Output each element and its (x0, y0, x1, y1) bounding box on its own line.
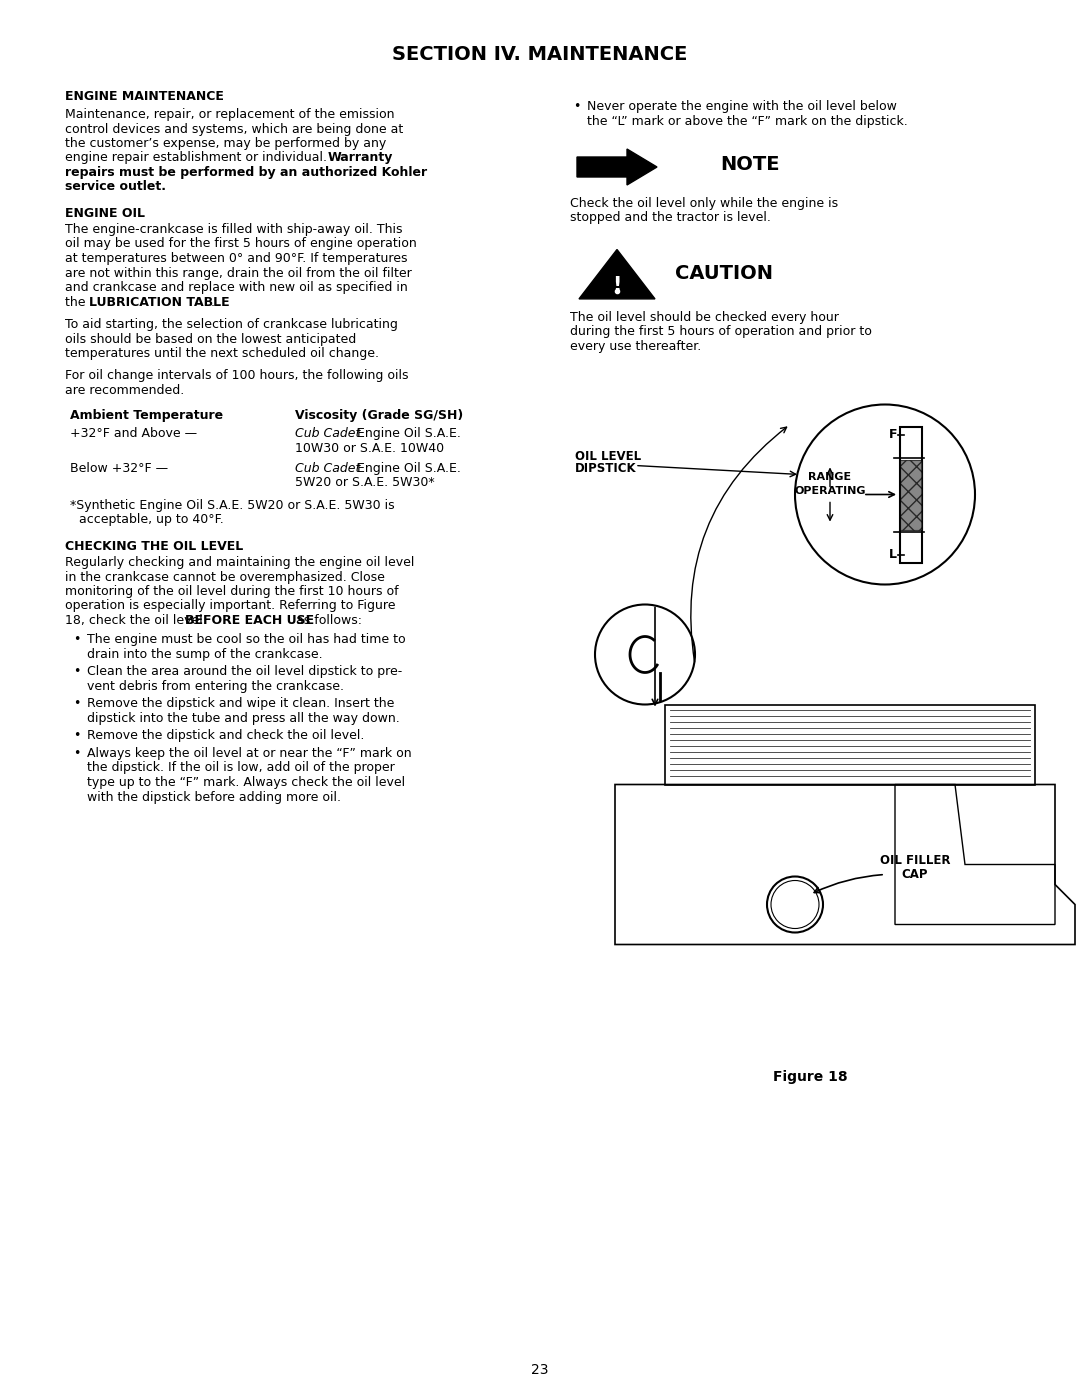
Text: repairs must be performed by an authorized Kohler: repairs must be performed by an authoriz… (65, 166, 427, 179)
Text: 23: 23 (531, 1363, 549, 1377)
Text: acceptable, up to 40°F.: acceptable, up to 40°F. (79, 514, 224, 527)
Text: every use thereafter.: every use thereafter. (570, 339, 701, 353)
Text: Check the oil level only while the engine is: Check the oil level only while the engin… (570, 197, 838, 210)
Text: ENGINE MAINTENANCE: ENGINE MAINTENANCE (65, 89, 224, 103)
Text: in the crankcase cannot be overemphasized. Close: in the crankcase cannot be overemphasize… (65, 570, 384, 584)
Text: Clean the area around the oil level dipstick to pre-: Clean the area around the oil level dips… (87, 665, 402, 679)
Text: at temperatures between 0° and 90°F. If temperatures: at temperatures between 0° and 90°F. If … (65, 251, 407, 265)
Text: •: • (73, 729, 80, 742)
Polygon shape (900, 460, 922, 529)
Text: vent debris from entering the crankcase.: vent debris from entering the crankcase. (87, 680, 345, 693)
Text: L: L (889, 548, 897, 562)
Text: 5W20 or S.A.E. 5W30*: 5W20 or S.A.E. 5W30* (295, 476, 434, 489)
Text: The oil level should be checked every hour: The oil level should be checked every ho… (570, 312, 839, 324)
Text: *Synthetic Engine Oil S.A.E. 5W20 or S.A.E. 5W30 is: *Synthetic Engine Oil S.A.E. 5W20 or S.A… (70, 499, 394, 511)
Text: Remove the dipstick and check the oil level.: Remove the dipstick and check the oil le… (87, 729, 364, 742)
Text: 10W30 or S.A.E. 10W40: 10W30 or S.A.E. 10W40 (295, 441, 444, 454)
Text: as follows:: as follows: (292, 615, 362, 627)
Text: Engine Oil S.A.E.: Engine Oil S.A.E. (353, 427, 461, 440)
Text: •: • (73, 747, 80, 760)
Text: are recommended.: are recommended. (65, 384, 185, 397)
Text: engine repair establishment or individual.: engine repair establishment or individua… (65, 151, 330, 165)
Text: the dipstick. If the oil is low, add oil of the proper: the dipstick. If the oil is low, add oil… (87, 761, 395, 774)
Polygon shape (900, 426, 922, 563)
Text: the: the (65, 296, 90, 309)
Text: +32°F and Above —: +32°F and Above — (70, 427, 198, 440)
Text: 18, check the oil level: 18, check the oil level (65, 615, 206, 627)
Polygon shape (665, 704, 1035, 785)
Text: CAUTION: CAUTION (675, 264, 773, 284)
Text: Cub Cadet: Cub Cadet (295, 462, 361, 475)
Text: Below +32°F —: Below +32°F — (70, 462, 168, 475)
Text: during the first 5 hours of operation and prior to: during the first 5 hours of operation an… (570, 326, 872, 338)
Text: Cub Cadet: Cub Cadet (295, 427, 361, 440)
Text: NOTE: NOTE (720, 155, 780, 175)
Text: and crankcase and replace with new oil as specified in: and crankcase and replace with new oil a… (65, 281, 408, 293)
Text: Engine Oil S.A.E.: Engine Oil S.A.E. (353, 462, 461, 475)
Text: For oil change intervals of 100 hours, the following oils: For oil change intervals of 100 hours, t… (65, 369, 408, 383)
Text: OIL LEVEL: OIL LEVEL (575, 450, 642, 462)
Text: Remove the dipstick and wipe it clean. Insert the: Remove the dipstick and wipe it clean. I… (87, 697, 394, 711)
Text: stopped and the tractor is level.: stopped and the tractor is level. (570, 211, 771, 225)
Text: F: F (889, 427, 897, 441)
Text: are not within this range, drain the oil from the oil filter: are not within this range, drain the oil… (65, 267, 411, 279)
Text: Always keep the oil level at or near the “F” mark on: Always keep the oil level at or near the… (87, 747, 411, 760)
Text: •: • (73, 665, 80, 679)
Text: .: . (211, 296, 215, 309)
Text: operation is especially important. Referring to Figure: operation is especially important. Refer… (65, 599, 395, 612)
Text: Warranty: Warranty (328, 151, 393, 165)
Text: !: ! (612, 277, 622, 296)
Text: CAP: CAP (902, 868, 928, 880)
Text: LUBRICATION TABLE: LUBRICATION TABLE (89, 296, 230, 309)
Text: Never operate the engine with the oil level below: Never operate the engine with the oil le… (588, 101, 896, 113)
Text: Maintenance, repair, or replacement of the emission: Maintenance, repair, or replacement of t… (65, 108, 394, 122)
Text: •: • (73, 633, 80, 647)
Text: oils should be based on the lowest anticipated: oils should be based on the lowest antic… (65, 332, 356, 345)
Text: •: • (573, 101, 580, 113)
Text: drain into the sump of the crankcase.: drain into the sump of the crankcase. (87, 648, 323, 661)
Text: Viscosity (Grade SG/SH): Viscosity (Grade SG/SH) (295, 408, 463, 422)
Text: OPERATING: OPERATING (794, 486, 866, 496)
Text: ENGINE OIL: ENGINE OIL (65, 207, 145, 219)
Text: the customer’s expense, may be performed by any: the customer’s expense, may be performed… (65, 137, 387, 149)
Text: monitoring of the oil level during the first 10 hours of: monitoring of the oil level during the f… (65, 585, 399, 598)
Text: BEFORE EACH USE: BEFORE EACH USE (185, 615, 314, 627)
Text: temperatures until the next scheduled oil change.: temperatures until the next scheduled oi… (65, 346, 379, 360)
Text: To aid starting, the selection of crankcase lubricating: To aid starting, the selection of crankc… (65, 319, 397, 331)
Text: dipstick into the tube and press all the way down.: dipstick into the tube and press all the… (87, 712, 400, 725)
Text: oil may be used for the first 5 hours of engine operation: oil may be used for the first 5 hours of… (65, 237, 417, 250)
Text: DIPSTICK: DIPSTICK (575, 461, 636, 475)
Text: service outlet.: service outlet. (65, 180, 166, 194)
Text: Ambient Temperature: Ambient Temperature (70, 408, 224, 422)
Polygon shape (577, 149, 657, 184)
Text: the “L” mark or above the “F” mark on the dipstick.: the “L” mark or above the “F” mark on th… (588, 115, 908, 127)
Text: with the dipstick before adding more oil.: with the dipstick before adding more oil… (87, 791, 341, 803)
Text: type up to the “F” mark. Always check the oil level: type up to the “F” mark. Always check th… (87, 775, 405, 789)
Text: OIL FILLER: OIL FILLER (880, 855, 950, 868)
Text: The engine must be cool so the oil has had time to: The engine must be cool so the oil has h… (87, 633, 406, 647)
Text: The engine-crankcase is filled with ship-away oil. This: The engine-crankcase is filled with ship… (65, 224, 403, 236)
Text: SECTION IV. MAINTENANCE: SECTION IV. MAINTENANCE (392, 46, 688, 64)
Text: •: • (73, 697, 80, 711)
Text: CHECKING THE OIL LEVEL: CHECKING THE OIL LEVEL (65, 541, 243, 553)
Text: Figure 18: Figure 18 (772, 1070, 848, 1084)
Text: RANGE: RANGE (809, 472, 851, 482)
Text: control devices and systems, which are being done at: control devices and systems, which are b… (65, 123, 403, 136)
Text: Regularly checking and maintaining the engine oil level: Regularly checking and maintaining the e… (65, 556, 415, 569)
Polygon shape (579, 250, 654, 299)
